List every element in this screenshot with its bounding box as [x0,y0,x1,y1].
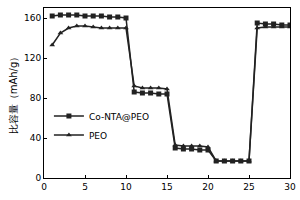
svg-text:比容量（mAh/g）: 比容量（mAh/g） [8,52,19,135]
svg-text:80: 80 [30,93,42,103]
svg-text:20: 20 [202,182,214,192]
svg-text:0: 0 [35,173,41,183]
svg-text:160: 160 [24,13,41,23]
svg-text:15: 15 [161,182,172,192]
svg-text:5: 5 [82,182,88,192]
svg-text:120: 120 [24,53,41,63]
svg-text:0: 0 [41,182,47,192]
svg-text:10: 10 [120,182,132,192]
svg-text:40: 40 [30,133,42,143]
svg-text:Co-NTA@PEO: Co-NTA@PEO [89,112,149,122]
svg-text:25: 25 [243,182,254,192]
svg-text:PEO: PEO [89,131,107,141]
svg-text:30: 30 [284,182,296,192]
